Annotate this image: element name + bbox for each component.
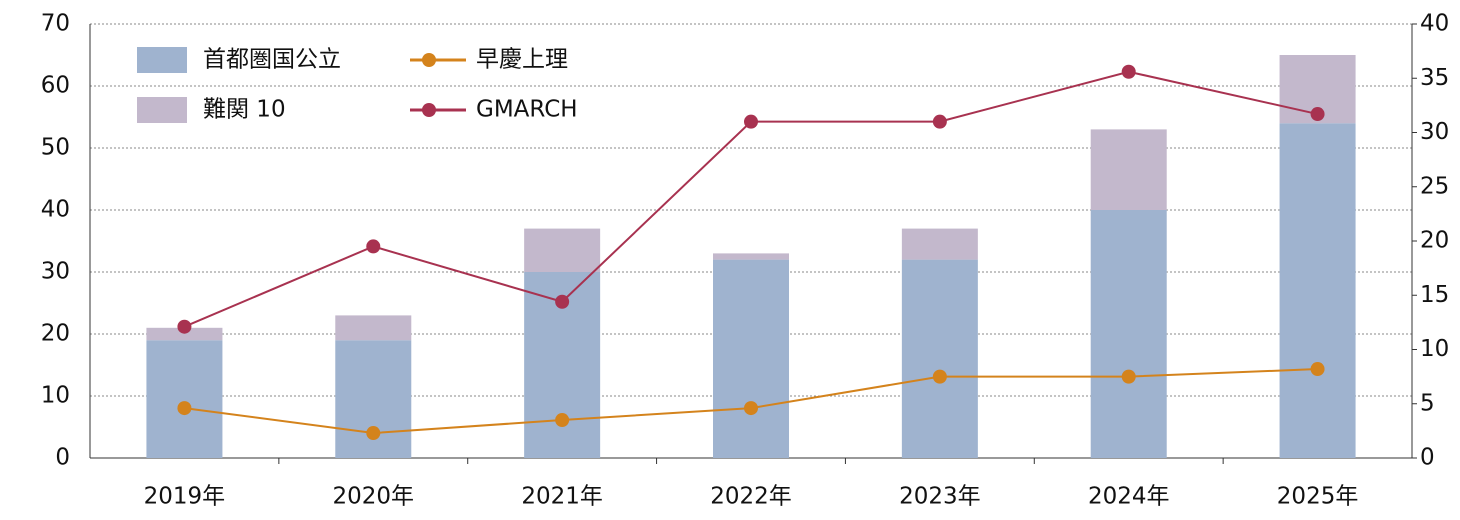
y-tick-label: 30 <box>41 259 70 285</box>
line-marker <box>1310 107 1325 122</box>
legend-label: GMARCH <box>476 97 578 123</box>
y2-tick-label: 15 <box>1420 282 1449 308</box>
legend-marker <box>422 103 436 117</box>
bar <box>1090 129 1167 210</box>
bar <box>146 340 223 458</box>
line-marker <box>177 319 192 334</box>
bar <box>335 340 412 458</box>
y2-tick-label: 30 <box>1420 119 1449 145</box>
y2-tick-label: 40 <box>1420 11 1449 37</box>
y-tick-label: 50 <box>41 135 70 161</box>
y-tick-label: 70 <box>41 11 70 37</box>
y-tick-label: 0 <box>55 445 70 471</box>
line-marker <box>366 239 381 254</box>
y2-tick-label: 10 <box>1420 336 1449 362</box>
legend-label: 難関 10 <box>203 97 286 123</box>
line-marker <box>177 401 192 416</box>
legend-label: 首都圏国公立 <box>203 47 341 73</box>
bar <box>901 228 978 260</box>
x-tick-label: 2024年 <box>1088 484 1170 510</box>
bar <box>335 315 412 341</box>
legend-swatch <box>137 47 187 73</box>
y-tick-label: 10 <box>41 383 70 409</box>
line-marker <box>1310 362 1325 377</box>
y2-tick-label: 35 <box>1420 65 1449 91</box>
line-marker <box>932 114 947 129</box>
line-marker <box>1121 369 1136 384</box>
x-tick-label: 2020年 <box>333 484 415 510</box>
y2-tick-label: 20 <box>1420 228 1449 254</box>
bar <box>713 253 789 260</box>
x-tick-label: 2022年 <box>710 484 792 510</box>
line-marker <box>744 401 758 416</box>
bar <box>524 228 601 272</box>
bar <box>1090 210 1167 458</box>
y2-tick-label: 5 <box>1420 390 1435 416</box>
legend-label: 早慶上理 <box>476 47 568 73</box>
legend-marker <box>422 53 436 67</box>
line-marker <box>932 369 947 384</box>
bar <box>146 327 223 341</box>
line-marker <box>555 294 570 309</box>
line-marker <box>1121 64 1136 79</box>
y2-tick-label: 0 <box>1420 445 1435 471</box>
line-marker <box>744 114 758 129</box>
line-marker <box>366 426 381 441</box>
y2-tick-label: 25 <box>1420 173 1449 199</box>
bar <box>1279 123 1356 458</box>
y-tick-label: 20 <box>41 321 70 347</box>
bar <box>713 259 789 458</box>
x-tick-label: 2025年 <box>1277 484 1359 510</box>
y-tick-label: 40 <box>41 197 70 223</box>
line-marker <box>555 413 570 428</box>
x-tick-label: 2021年 <box>521 484 603 510</box>
y-tick-label: 60 <box>41 73 70 99</box>
x-tick-label: 2019年 <box>144 484 226 510</box>
x-tick-label: 2023年 <box>899 484 981 510</box>
bar <box>901 259 978 458</box>
legend-swatch <box>137 97 187 123</box>
